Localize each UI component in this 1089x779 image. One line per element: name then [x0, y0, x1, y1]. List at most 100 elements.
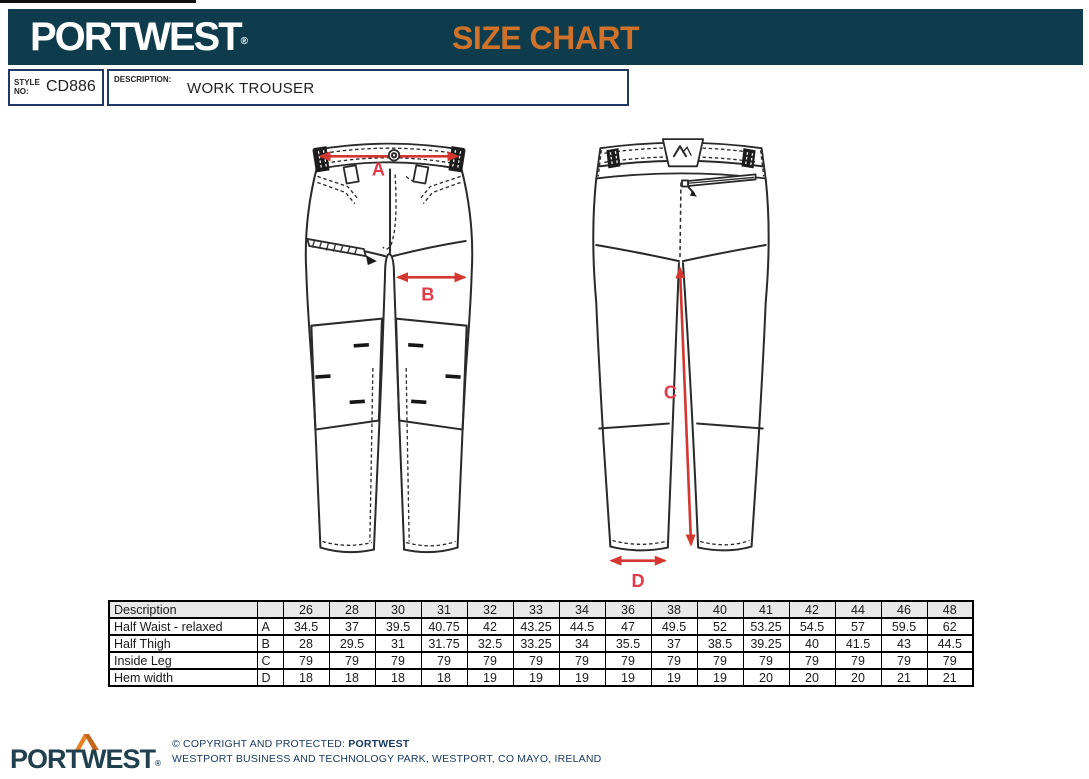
- trouser-front-drawing: A B: [304, 142, 474, 554]
- row-letter: B: [256, 634, 284, 653]
- size-value: 39.25: [742, 634, 790, 653]
- size-value: 79: [880, 651, 928, 670]
- description-label: DESCRIPTION:: [114, 75, 172, 84]
- size-value: 62: [926, 617, 974, 636]
- size-value: 37: [328, 617, 376, 636]
- size-value: 79: [650, 651, 698, 670]
- size-value: 28: [282, 634, 330, 653]
- front-body-outline: [304, 168, 474, 554]
- brand-patch: [661, 138, 705, 168]
- header-description: Description: [108, 600, 258, 619]
- size-value: 53.25: [742, 617, 790, 636]
- row-letter: D: [256, 668, 284, 687]
- row-letter: A: [256, 617, 284, 636]
- address-line: WESTPORT BUSINESS AND TECHNOLOGY PARK, W…: [172, 753, 602, 765]
- size-col-header: 28: [328, 600, 376, 619]
- size-value: 19: [558, 668, 606, 687]
- row-label: Hem width: [108, 668, 258, 687]
- description-box: DESCRIPTION: WORK TROUSER: [107, 69, 629, 106]
- front-thigh-zip-pocket: [306, 238, 377, 266]
- footer-copyright: © COPYRIGHT AND PROTECTED: PORTWEST WEST…: [172, 737, 601, 767]
- size-col-header: 46: [880, 600, 928, 619]
- belt-loop: [342, 164, 360, 185]
- back-zip-pocket: [681, 173, 757, 197]
- size-value: 79: [788, 651, 836, 670]
- size-col-header: 36: [604, 600, 652, 619]
- size-value: 43: [880, 634, 928, 653]
- row-label: Half Waist - relaxed: [108, 617, 258, 636]
- size-value: 57: [834, 617, 882, 636]
- size-col-header: 32: [466, 600, 514, 619]
- size-col-header: 31: [420, 600, 468, 619]
- size-value: 33.25: [512, 634, 560, 653]
- size-value: 42: [466, 617, 514, 636]
- size-col-header: 41: [742, 600, 790, 619]
- size-value: 37: [650, 634, 698, 653]
- portwest-chevron-icon: [75, 734, 99, 750]
- size-value: 19: [466, 668, 514, 687]
- size-col-header: 40: [696, 600, 744, 619]
- size-value: 18: [328, 668, 376, 687]
- measurement-row-c: Inside Leg C 79 79 79 79 79 79 79 79 79 79 79 79 79 79 7…: [108, 651, 974, 670]
- size-value: 44.5: [926, 634, 974, 653]
- size-value: 32.5: [466, 634, 514, 653]
- size-value: 43.25: [512, 617, 560, 636]
- size-col-header: 33: [512, 600, 560, 619]
- size-value: 79: [282, 651, 330, 670]
- portwest-logo: PORTWEST®: [30, 15, 248, 60]
- description-value: WORK TROUSER: [187, 80, 315, 97]
- size-value: 31.75: [420, 634, 468, 653]
- size-value: 29.5: [328, 634, 376, 653]
- size-value: 18: [282, 668, 330, 687]
- measurement-row-b: Half Thigh B 28 29.5 31 31.75 32.5 33.25 34 35.5 3…: [108, 634, 974, 653]
- size-value: 44.5: [558, 617, 606, 636]
- size-value: 34: [558, 634, 606, 653]
- size-value: 19: [512, 668, 560, 687]
- size-value: 19: [696, 668, 744, 687]
- size-value: 21: [926, 668, 974, 687]
- page-title: SIZE CHART: [452, 20, 640, 56]
- size-value: 79: [834, 651, 882, 670]
- style-label: STYLE NO:: [14, 78, 40, 96]
- size-value: 20: [788, 668, 836, 687]
- size-value: 19: [604, 668, 652, 687]
- size-col-header: 30: [374, 600, 422, 619]
- patch-chevron-icon: [672, 145, 688, 158]
- size-value: 79: [604, 651, 652, 670]
- footer-portwest-logo: PORTWEST®: [10, 744, 161, 774]
- size-value: 20: [742, 668, 790, 687]
- waist-button-icon: [387, 149, 401, 162]
- portwest-logo-text: PORTWEST: [30, 15, 243, 59]
- size-value: 39.5: [374, 617, 422, 636]
- size-value: 35.5: [604, 634, 652, 653]
- size-col-header: 38: [650, 600, 698, 619]
- size-value: 47: [604, 617, 652, 636]
- size-value: 79: [558, 651, 606, 670]
- size-value: 20: [834, 668, 882, 687]
- top-edge-strip: [0, 0, 196, 3]
- size-value: 40.75: [420, 617, 468, 636]
- size-value: 79: [328, 651, 376, 670]
- size-value: 18: [420, 668, 468, 687]
- copyright-line: © COPYRIGHT AND PROTECTED: PORTWEST: [172, 738, 410, 750]
- belt-loop: [412, 164, 430, 185]
- measurement-row-a: Half Waist - relaxed A 34.5 37 39.5 40.75 42 43…: [108, 617, 974, 636]
- registered-mark: ®: [240, 36, 249, 47]
- header-letter: [256, 600, 284, 619]
- measure-arrow-c: [675, 266, 696, 547]
- size-value: 31: [374, 634, 422, 653]
- row-letter: C: [256, 651, 284, 670]
- size-value: 79: [466, 651, 514, 670]
- row-label: Inside Leg: [108, 651, 258, 670]
- size-col-header: 42: [788, 600, 836, 619]
- size-value: 79: [696, 651, 744, 670]
- size-value: 21: [880, 668, 928, 687]
- header-bar: PORTWEST® SIZE CHART: [8, 9, 1083, 65]
- size-value: 79: [374, 651, 422, 670]
- measure-label-c: C: [664, 382, 677, 402]
- measure-label-d: D: [632, 571, 645, 591]
- size-value: 38.5: [696, 634, 744, 653]
- size-value: 19: [650, 668, 698, 687]
- size-measurements-table: Description 26 28 30 31 32 33 34 36 38 40 41 42 44 46 4…: [108, 600, 974, 687]
